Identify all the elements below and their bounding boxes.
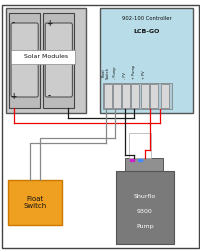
Text: - PV: - PV bbox=[122, 72, 126, 79]
Text: 902-100 Controller: 902-100 Controller bbox=[121, 16, 171, 21]
FancyBboxPatch shape bbox=[6, 8, 86, 113]
FancyBboxPatch shape bbox=[131, 84, 139, 108]
Text: Float
Switch: Float Switch bbox=[23, 196, 47, 209]
FancyBboxPatch shape bbox=[103, 84, 111, 108]
Text: LCB-GO: LCB-GO bbox=[133, 29, 159, 34]
Text: + PV: + PV bbox=[141, 70, 145, 79]
FancyBboxPatch shape bbox=[100, 8, 192, 113]
Bar bbox=[137, 155, 141, 161]
Text: -: - bbox=[12, 19, 15, 28]
Text: 9300: 9300 bbox=[136, 209, 152, 214]
FancyBboxPatch shape bbox=[115, 171, 173, 244]
Text: +: + bbox=[46, 19, 52, 28]
FancyBboxPatch shape bbox=[43, 12, 74, 108]
FancyBboxPatch shape bbox=[121, 84, 129, 108]
Text: Shurflo: Shurflo bbox=[133, 194, 155, 199]
FancyBboxPatch shape bbox=[112, 84, 120, 108]
Text: -: - bbox=[47, 92, 51, 101]
FancyBboxPatch shape bbox=[124, 158, 162, 175]
Bar bbox=[129, 155, 133, 161]
FancyBboxPatch shape bbox=[160, 84, 168, 108]
FancyBboxPatch shape bbox=[9, 12, 40, 108]
Text: - Pump: - Pump bbox=[113, 66, 117, 79]
Text: Solar Modules: Solar Modules bbox=[24, 54, 68, 59]
Text: Float
Switch: Float Switch bbox=[101, 67, 110, 79]
FancyBboxPatch shape bbox=[140, 84, 148, 108]
FancyBboxPatch shape bbox=[45, 23, 72, 97]
FancyBboxPatch shape bbox=[150, 84, 158, 108]
FancyBboxPatch shape bbox=[8, 180, 62, 225]
FancyBboxPatch shape bbox=[128, 132, 150, 158]
FancyBboxPatch shape bbox=[102, 82, 171, 109]
Text: Pump: Pump bbox=[135, 224, 153, 229]
FancyBboxPatch shape bbox=[11, 50, 75, 64]
FancyBboxPatch shape bbox=[11, 23, 38, 97]
Text: + Pump: + Pump bbox=[132, 64, 136, 79]
Text: +: + bbox=[10, 92, 17, 101]
